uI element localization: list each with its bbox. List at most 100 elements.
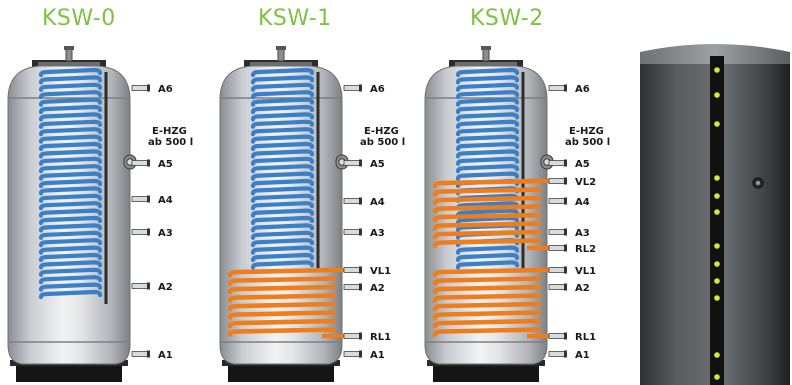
solar-coil-turn (38, 119, 103, 129)
port-pipe-a2 (131, 283, 149, 289)
top-valve-cap (276, 46, 286, 50)
heating-coil-turn (227, 310, 337, 320)
port-label-a4: A4 (158, 195, 173, 206)
port-pipe-a6 (548, 85, 566, 91)
solar-coil-turn (250, 90, 315, 100)
solar-coil-turn (455, 97, 520, 107)
insulated-tank-jacket (640, 44, 790, 385)
port-cap-a6 (359, 84, 362, 92)
solar-coil-turn (38, 275, 103, 285)
solar-coil-turn (455, 245, 520, 255)
port-pipe-a6 (131, 85, 149, 91)
heating-coil-turn (227, 318, 337, 329)
port-label-a5: A5 (575, 159, 590, 170)
solar-coil-turn (38, 156, 103, 166)
jacket-center-stripe (710, 56, 724, 385)
heating-coil-turn (432, 238, 542, 248)
jacket-marker-dot (714, 352, 720, 358)
solar-coil-turn (250, 97, 315, 107)
solar-coil-turn (250, 149, 315, 159)
solar-coil-turn (455, 141, 520, 152)
solar-coil-turn (38, 282, 103, 292)
solar-coil-turn (250, 156, 315, 166)
port-pipe-a4 (343, 198, 361, 204)
port-label-a1: A1 (575, 350, 590, 361)
solar-coil-turn (455, 260, 520, 270)
heating-coil-turn (432, 212, 542, 223)
port-pipe-a1 (343, 351, 361, 357)
solar-coil-turn (250, 178, 315, 189)
e-hzg-label: E-HZG (364, 126, 399, 137)
solar-coil-turn (250, 67, 315, 78)
e-hzg-volume-label: ab 500 l (360, 137, 405, 148)
port-pipe-a2 (343, 284, 361, 290)
heating-coil-turn (227, 276, 337, 286)
jacket-marker-dot (714, 175, 720, 181)
port-cap-a2 (359, 283, 362, 291)
port-cap-a2 (564, 283, 567, 291)
solar-coil-turn (455, 208, 520, 218)
solar-coil-turn (38, 260, 103, 270)
jacket-marker-dot (714, 121, 720, 127)
port-label-a4: A4 (575, 197, 590, 208)
solar-coil-turn (38, 82, 103, 92)
solar-coil-turn (250, 186, 315, 196)
solar-coil-turn (38, 171, 103, 181)
jacket-marker-dot (714, 243, 720, 249)
port-cap-a2 (147, 282, 150, 290)
port-label-vl1: VL1 (370, 266, 391, 277)
solar-coil-turn (455, 171, 520, 181)
port-label-a6: A6 (575, 84, 590, 95)
heating-coil-turn (432, 267, 542, 278)
solar-coil-turn (455, 119, 520, 129)
solar-coil-turn (455, 127, 520, 137)
solar-coil-turn (38, 223, 103, 233)
solar-coil-turn (455, 252, 520, 263)
port-label-rl1: RL1 (575, 332, 596, 343)
top-flange-plate (38, 62, 100, 66)
port-label-a2: A2 (370, 283, 385, 294)
port-pipe-rl2 (548, 245, 566, 251)
solar-coil-turn (250, 201, 315, 211)
jacket-marker-dot (714, 92, 720, 98)
port-cap-vl2 (564, 177, 567, 185)
solar-coil-turn (38, 112, 103, 122)
port-cap-a3 (147, 228, 150, 236)
heating-coil-turn (432, 310, 542, 320)
tank-base (16, 364, 122, 382)
solar-coil-turn (38, 193, 103, 203)
port-pipe-a1 (131, 351, 149, 357)
solar-coil-turn (38, 267, 103, 277)
heating-coil-turn (432, 327, 542, 337)
port-cap-vl1 (359, 266, 362, 274)
solar-coil-turn (250, 208, 315, 218)
solar-coil-turn (38, 252, 103, 263)
port-cap-a4 (359, 197, 362, 205)
solar-coil-turn (250, 75, 315, 85)
e-hzg-volume-label: ab 500 l (565, 137, 610, 148)
solar-coil-turn (38, 149, 103, 159)
port-label-a5: A5 (370, 159, 385, 170)
solar-coil-turn (38, 90, 103, 100)
port-label-a4: A4 (370, 197, 385, 208)
heating-coil-turn (227, 293, 337, 303)
jacket-port-center (756, 181, 760, 185)
solar-coil-turn (38, 127, 103, 137)
port-cap-a6 (564, 84, 567, 92)
port-pipe-rl1 (343, 333, 361, 339)
solar-coil-turn (38, 178, 103, 189)
solar-coil-turn (38, 67, 103, 78)
e-hzg-label: E-HZG (569, 126, 604, 137)
heating-coil-turn (432, 178, 542, 189)
port-cap-vl1 (564, 266, 567, 274)
port-label-a3: A3 (158, 228, 173, 239)
solar-coil-turn (38, 201, 103, 211)
port-cap-rl1 (359, 332, 362, 340)
solar-coil-turn (455, 75, 520, 85)
port-cap-rl2 (564, 244, 567, 252)
heating-coil-turn (227, 327, 337, 337)
